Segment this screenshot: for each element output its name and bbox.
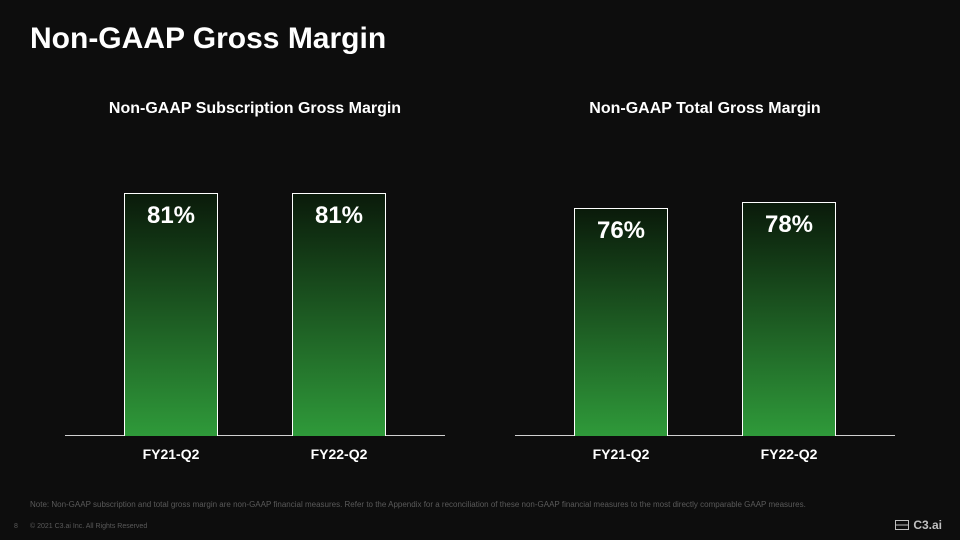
bar: 81%: [124, 193, 218, 436]
chart-plot: 76% FY21-Q2 78% FY22-Q2: [485, 136, 925, 436]
chart-total: Non-GAAP Total Gross Margin 76% FY21-Q2 …: [485, 100, 925, 480]
bar-category-label: FY22-Q2: [761, 446, 818, 462]
bar-value-label: 81%: [315, 202, 363, 230]
logo: C3.ai: [895, 518, 942, 532]
bar-value-label: 78%: [765, 211, 813, 239]
bar-wrap: 81% FY21-Q2: [124, 193, 218, 436]
bar-wrap: 76% FY21-Q2: [574, 208, 668, 436]
chart-title: Non-GAAP Subscription Gross Margin: [109, 100, 401, 118]
x-axis: [515, 435, 895, 436]
chart-plot: 81% FY21-Q2 81% FY22-Q2: [35, 136, 475, 436]
bar-value-label: 81%: [147, 202, 195, 230]
slide: Non-GAAP Gross Margin Non-GAAP Subscript…: [0, 0, 960, 540]
bar: 81%: [292, 193, 386, 436]
bar: 76%: [574, 208, 668, 436]
page-number: 8: [14, 523, 18, 530]
bar-value-label: 76%: [597, 217, 645, 245]
chart-title: Non-GAAP Total Gross Margin: [589, 100, 820, 118]
copyright: © 2021 C3.ai Inc. All Rights Reserved: [30, 523, 147, 530]
bar-category-label: FY22-Q2: [311, 446, 368, 462]
x-axis: [65, 435, 445, 436]
logo-text: C3.ai: [913, 518, 942, 532]
charts-row: Non-GAAP Subscription Gross Margin 81% F…: [0, 100, 960, 480]
slide-title: Non-GAAP Gross Margin: [30, 22, 386, 56]
chart-subscription: Non-GAAP Subscription Gross Margin 81% F…: [35, 100, 475, 480]
bar-wrap: 78% FY22-Q2: [742, 202, 836, 436]
bar: 78%: [742, 202, 836, 436]
bar-category-label: FY21-Q2: [143, 446, 200, 462]
footnote: Note: Non-GAAP subscription and total gr…: [30, 500, 930, 510]
logo-icon: [895, 520, 909, 530]
bar-category-label: FY21-Q2: [593, 446, 650, 462]
bar-wrap: 81% FY22-Q2: [292, 193, 386, 436]
